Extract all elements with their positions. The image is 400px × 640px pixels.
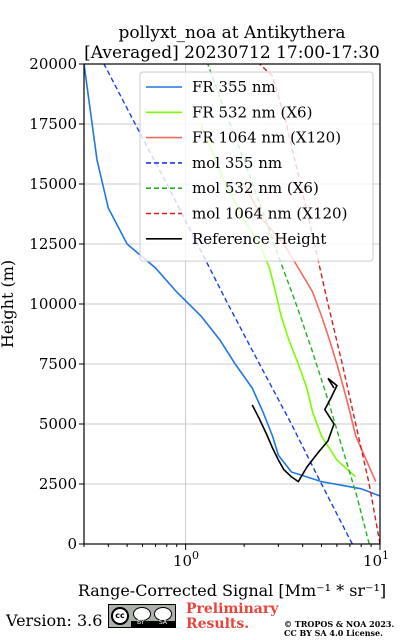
y-tick-label: 20000 — [29, 55, 77, 73]
sa-text: SA — [159, 619, 168, 626]
legend-label: FR 532 nm (X6) — [192, 103, 312, 121]
y-tick-label: 2500 — [39, 475, 77, 493]
preliminary-line1: Preliminary — [186, 601, 279, 617]
sa-icon — [154, 607, 172, 621]
y-tick-label: 17500 — [29, 115, 77, 133]
y-axis-label: Height (m) — [0, 260, 17, 348]
legend-label: mol 532 nm (X6) — [192, 179, 319, 197]
x-tick-label-second: 101 — [363, 549, 389, 570]
cc-license-badge: cc BY SA — [108, 604, 176, 628]
y-tick-label: 5000 — [39, 415, 77, 433]
copyright-line1: © TROPOS & NOA 2023. — [284, 619, 395, 629]
x-axis-label: Range-Corrected Signal [Mm⁻¹ * sr⁻¹] — [78, 581, 386, 600]
legend-label: FR 355 nm — [192, 78, 276, 96]
legend-label: FR 1064 nm (X120) — [192, 129, 341, 147]
chart-subtitle: [Averaged] 20230712 17:00-17:30 — [84, 43, 380, 63]
preliminary-line2: Results. — [186, 616, 250, 632]
y-tick-label: 0 — [67, 535, 77, 553]
series-line-mol-1064-nm-x120 — [259, 64, 380, 544]
legend-box — [139, 71, 374, 262]
y-axis: 0 2500 5000 7500 10000 12500 15000 17500 20000 — [29, 55, 84, 553]
series-line-reference-height — [251, 377, 338, 483]
cc-icon: cc — [111, 607, 129, 625]
y-tick-label: 10000 — [29, 295, 77, 313]
copyright-notice: © TROPOS & NOA 2023. CC BY SA 4.0 Licens… — [284, 620, 394, 638]
by-icon — [133, 607, 151, 621]
series-line-mol-355-nm — [103, 64, 353, 544]
series-line-mol-532-nm-x6 — [207, 64, 370, 544]
legend-label: Reference Height — [192, 230, 326, 248]
x-tick-label-main: 100 — [173, 549, 199, 570]
y-tick-label: 12500 — [29, 235, 77, 253]
version-label: Version: 3.6 — [6, 611, 103, 630]
chart-canvas: pollyxt_noa at Antikythera [Averaged] 20… — [0, 23, 389, 600]
legend-label: mol 1064 nm (X120) — [192, 205, 347, 223]
legend: FR 355 nm FR 532 nm (X6) FR 1064 nm (X120)… — [139, 71, 374, 262]
y-tick-label: 7500 — [39, 355, 77, 373]
copyright-line2: CC BY SA 4.0 License. — [284, 628, 383, 638]
chart-title: pollyxt_noa at Antikythera — [118, 23, 345, 43]
x-axis: 100 101 — [83, 544, 389, 570]
legend-label: mol 355 nm — [192, 154, 282, 172]
by-text: BY — [137, 619, 145, 626]
preliminary-notice: Preliminary Results. — [186, 602, 278, 632]
y-tick-label: 15000 — [29, 175, 77, 193]
license-strip: BY SA — [131, 619, 175, 627]
